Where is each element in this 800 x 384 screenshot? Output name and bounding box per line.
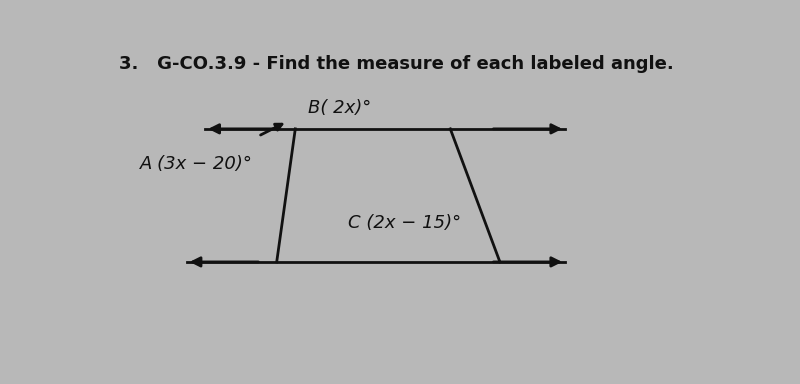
Text: A (3x − 20)°: A (3x − 20)° bbox=[140, 156, 253, 173]
Text: C (2x − 15)°: C (2x − 15)° bbox=[348, 215, 461, 232]
Text: 3.   G-CO.3.9 - Find the measure of each labeled angle.: 3. G-CO.3.9 - Find the measure of each l… bbox=[118, 55, 674, 73]
Text: B( 2x)°: B( 2x)° bbox=[308, 99, 371, 117]
